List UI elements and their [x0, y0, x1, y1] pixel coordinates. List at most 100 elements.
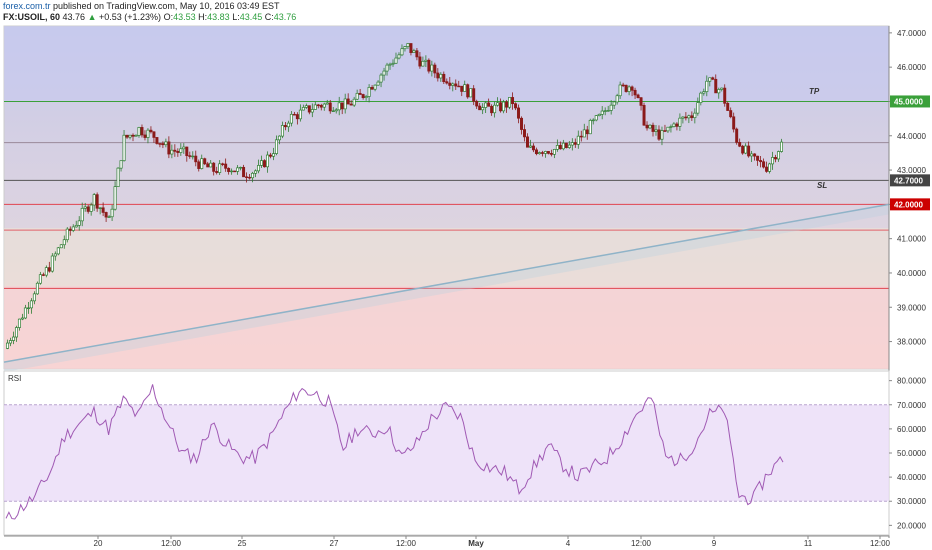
candle-body — [430, 64, 434, 72]
candle-body — [298, 109, 302, 120]
candle-body — [666, 126, 670, 132]
candle-body — [352, 98, 356, 106]
candle-body — [212, 162, 216, 172]
candle-body — [233, 170, 237, 173]
candle-body — [167, 141, 171, 155]
candle-body — [328, 102, 332, 112]
time-axis-label: 12:00 — [631, 539, 652, 548]
candle-body — [95, 194, 99, 209]
time-axis[interactable]: 20 12:00 25 27 12:00 May 4 12:00 9 11 12:00 — [94, 536, 891, 548]
level-lines — [4, 100, 889, 289]
candle-body — [765, 166, 769, 172]
candle-body — [696, 102, 700, 114]
candle-body — [466, 84, 470, 98]
candle-body — [714, 78, 718, 94]
symbol-label[interactable]: FX:USOIL, 60 — [3, 12, 61, 22]
rsi-axis[interactable]: 80.0000 70.0000 60.0000 50.0000 40.0000 30.00… — [889, 377, 926, 531]
tp-price-tag-bg — [890, 95, 930, 108]
candle-body — [669, 126, 673, 128]
candle-body — [394, 57, 398, 64]
candle-body — [286, 122, 290, 128]
rsi-band-lines — [4, 404, 889, 502]
candle-body — [277, 135, 281, 141]
candle-body — [526, 136, 529, 148]
change-value: +0.53 (+1.23%) — [99, 12, 162, 22]
candle-body — [11, 336, 15, 341]
candle-body — [191, 155, 195, 158]
candle-body — [484, 102, 488, 108]
candle-body — [197, 161, 201, 169]
candle-body — [564, 142, 568, 148]
candle-body — [119, 160, 123, 169]
candle-body — [678, 117, 682, 127]
candle-body — [609, 104, 613, 111]
price-axis[interactable]: 47.0000 46.0000 45.0000 44.0000 43.0000 42.00… — [889, 29, 926, 347]
candle-body — [780, 141, 783, 152]
candle-body — [370, 86, 374, 90]
candle-body — [47, 267, 51, 272]
candle-body — [618, 84, 622, 97]
candle-body — [62, 239, 66, 246]
candle-body — [155, 137, 159, 144]
time-axis-label: 12:00 — [870, 539, 891, 548]
main-pane[interactable]: TP SL — [3, 25, 890, 373]
rsi-pane[interactable]: RSI — [3, 370, 890, 536]
candle-body — [588, 119, 592, 135]
candle-body — [753, 153, 757, 157]
candle-body — [693, 112, 697, 119]
rsi-axis-label: 50.0000 — [897, 449, 926, 458]
candle-body — [762, 161, 766, 168]
close-value: 43.76 — [273, 12, 297, 22]
candle-body — [639, 97, 643, 106]
candle-body — [514, 103, 518, 109]
candle-body — [660, 130, 664, 140]
candle-body — [83, 206, 87, 209]
sl-price-tag: 42.7000 — [894, 176, 923, 185]
price-axis-label: 46.0000 — [897, 63, 926, 72]
candle-body — [209, 162, 213, 168]
candle-body — [606, 110, 610, 112]
candle-body — [630, 86, 634, 91]
candle-body — [185, 146, 189, 157]
red-price-tag: 42.0000 — [894, 200, 923, 209]
candle-body — [699, 92, 703, 103]
candle-body — [122, 134, 126, 162]
candle-body — [140, 127, 144, 136]
tp-annotation[interactable]: TP — [809, 87, 820, 96]
candle-body — [346, 98, 350, 105]
price-axis-label: 40.0000 — [897, 269, 926, 278]
red-price-tag-bg — [890, 198, 930, 211]
candle-body — [555, 145, 559, 150]
candle-body — [20, 317, 24, 320]
candle-body — [475, 100, 479, 107]
candle-body — [427, 59, 431, 72]
trendline[interactable] — [3, 203, 890, 373]
candle-body — [257, 165, 261, 172]
candle-body — [499, 102, 503, 112]
candle-body — [585, 129, 589, 135]
candle-body — [621, 84, 625, 87]
trend-line[interactable] — [3, 203, 890, 363]
candle-body — [68, 228, 72, 231]
sl-annotation[interactable]: SL — [817, 181, 827, 190]
candle-body — [531, 145, 535, 151]
candle-body — [445, 81, 449, 84]
candle-body — [358, 92, 362, 95]
candle-body — [364, 96, 368, 99]
candle-body — [164, 141, 168, 146]
candle-body — [41, 274, 45, 276]
candle-body — [439, 73, 443, 79]
candle-body — [642, 105, 646, 126]
candle-body — [469, 88, 473, 98]
rsi-axis-label: 70.0000 — [897, 401, 926, 410]
candle-body — [379, 74, 383, 83]
candle-body — [603, 110, 607, 112]
candle-body — [400, 48, 404, 56]
candle-body — [173, 149, 177, 152]
close-label: C: — [264, 12, 274, 22]
brand-link[interactable]: forex.com.tr — [3, 1, 51, 11]
trend-channel — [4, 204, 889, 373]
candle-body — [720, 87, 724, 90]
candle-body — [137, 127, 141, 136]
